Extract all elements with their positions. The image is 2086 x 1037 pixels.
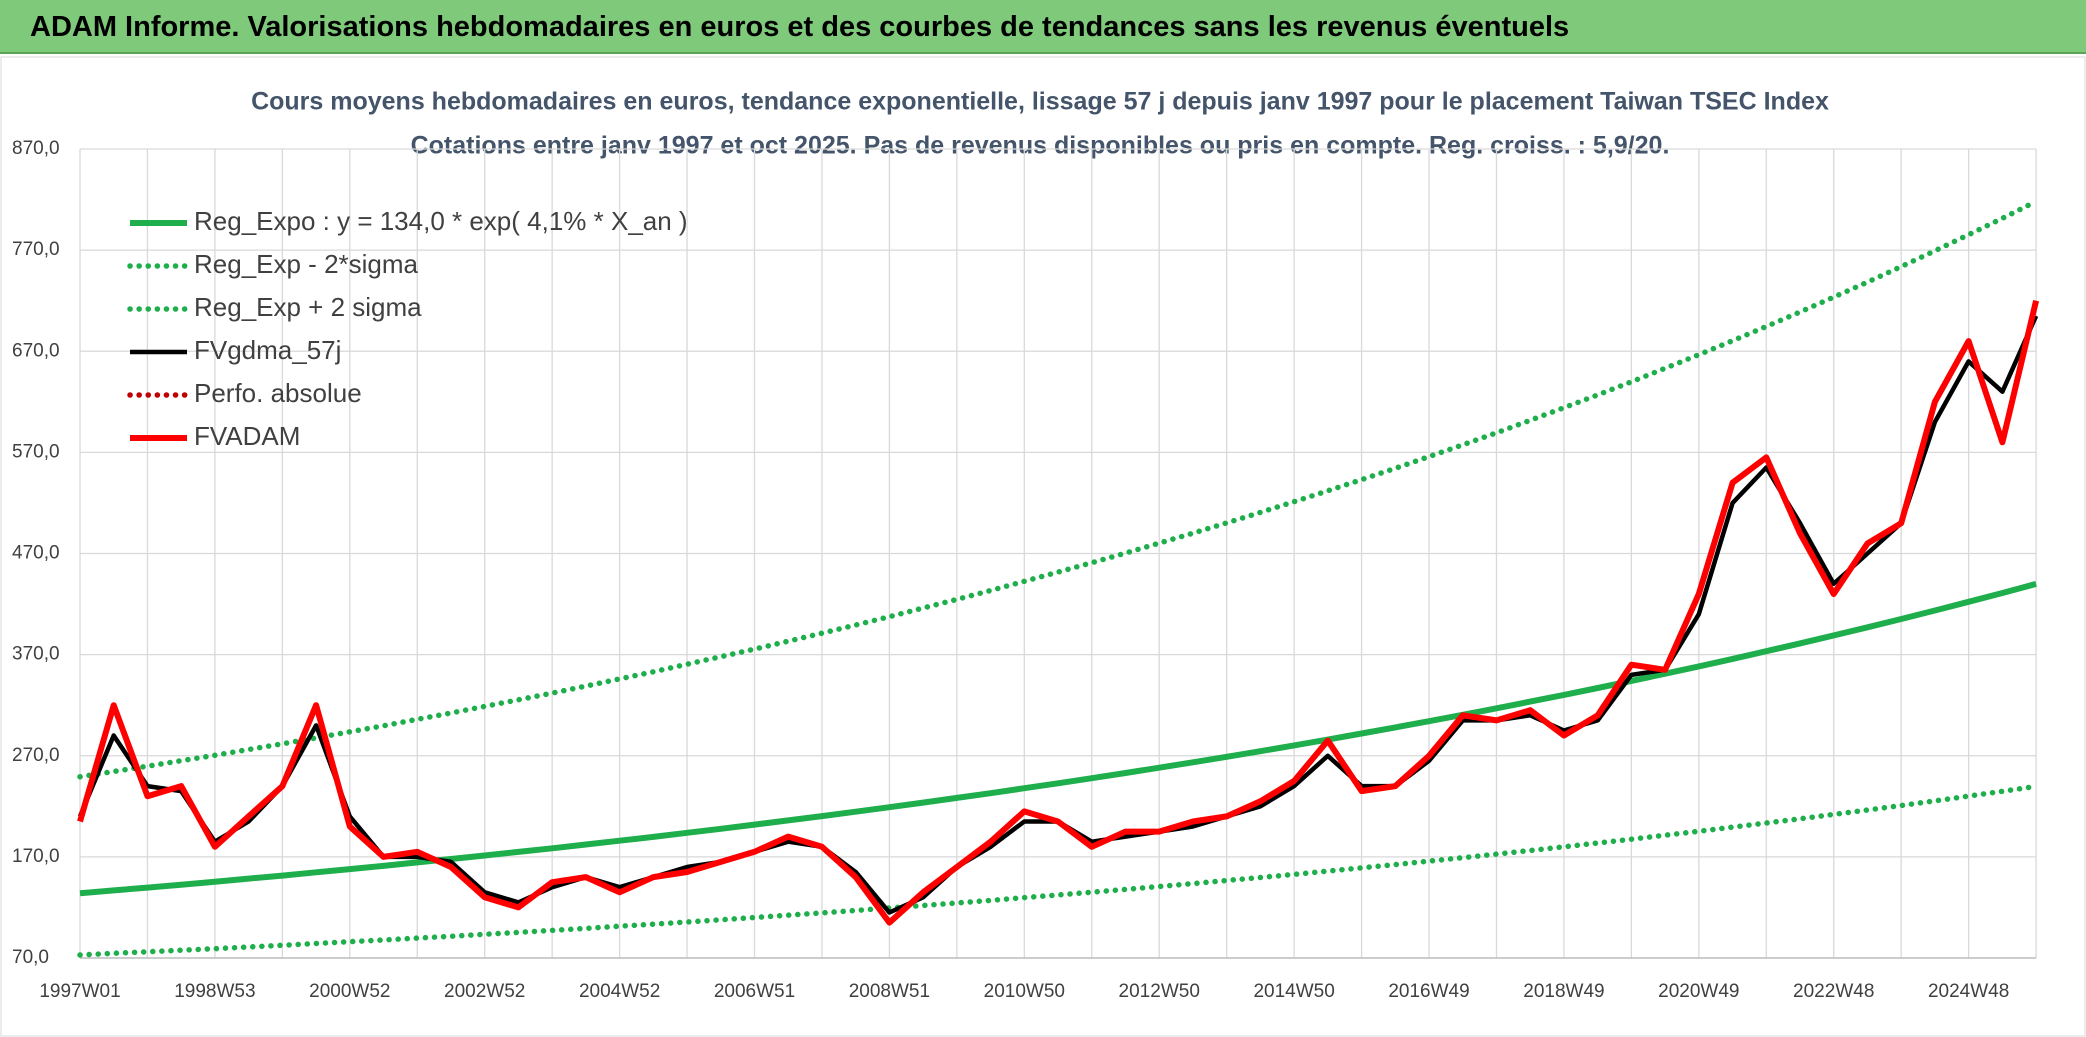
- x-tick-label: 2024W48: [1928, 981, 2009, 1002]
- x-tick-label: 2012W50: [1119, 981, 1200, 1002]
- x-tick-label: 2022W48: [1793, 981, 1874, 1002]
- series-line: [77, 300, 2040, 926]
- series-line: [79, 581, 2037, 897]
- header-title: ADAM Informe. Valorisations hebdomadaire…: [30, 11, 1570, 43]
- legend-label: Reg_Exp + 2 sigma: [194, 292, 422, 322]
- x-tick-label: 2000W52: [309, 981, 390, 1002]
- x-tick-label: 2004W52: [579, 981, 660, 1002]
- y-tick-label: 470,0: [12, 543, 60, 564]
- legend-label: Reg_Expo : y = 134,0 * exp( 4,1% * X_an …: [194, 206, 688, 236]
- x-tick-label: 1998W53: [174, 981, 255, 1002]
- y-tick-label: 770,0: [12, 239, 60, 260]
- chart-title: Cours moyens hebdomadaires en euros, ten…: [251, 88, 1829, 116]
- y-tick-label: 170,0: [12, 846, 60, 867]
- chart-border: [0, 56, 2086, 1037]
- x-tick-label: 2020W49: [1658, 981, 1739, 1002]
- legend-label: FVADAM: [194, 421, 300, 451]
- x-tick-label: 1997W01: [39, 981, 120, 1002]
- y-tick-label: 70,0: [12, 947, 49, 968]
- series-line: [77, 783, 2039, 958]
- y-tick-label: 370,0: [12, 644, 60, 665]
- x-tick-label: 2008W51: [849, 981, 930, 1002]
- x-tick-label: 2002W52: [444, 981, 525, 1002]
- legend-label: FVgdma_57j: [194, 335, 341, 365]
- x-tick-label: 2018W49: [1523, 981, 1604, 1002]
- series-line: [77, 198, 2039, 780]
- x-tick-label: 2010W50: [984, 981, 1065, 1002]
- legend-label: Perfo. absolue: [194, 378, 362, 408]
- x-tick-label: 2006W51: [714, 981, 795, 1002]
- y-tick-label: 570,0: [12, 441, 60, 462]
- x-tick-label: 2016W49: [1388, 981, 1469, 1002]
- chart: Cours moyens hebdomadaires en euros, ten…: [0, 56, 2086, 1037]
- legend-label: Reg_Exp - 2*sigma: [194, 249, 419, 279]
- header: ADAM Informe. Valorisations hebdomadaire…: [0, 0, 2086, 54]
- x-tick-label: 2014W50: [1253, 981, 1334, 1002]
- y-tick-label: 670,0: [12, 340, 60, 361]
- y-tick-label: 270,0: [12, 745, 60, 766]
- chart-subtitle: Cotations entre janv 1997 et oct 2025. P…: [411, 132, 1670, 160]
- y-tick-label: 870,0: [12, 138, 60, 159]
